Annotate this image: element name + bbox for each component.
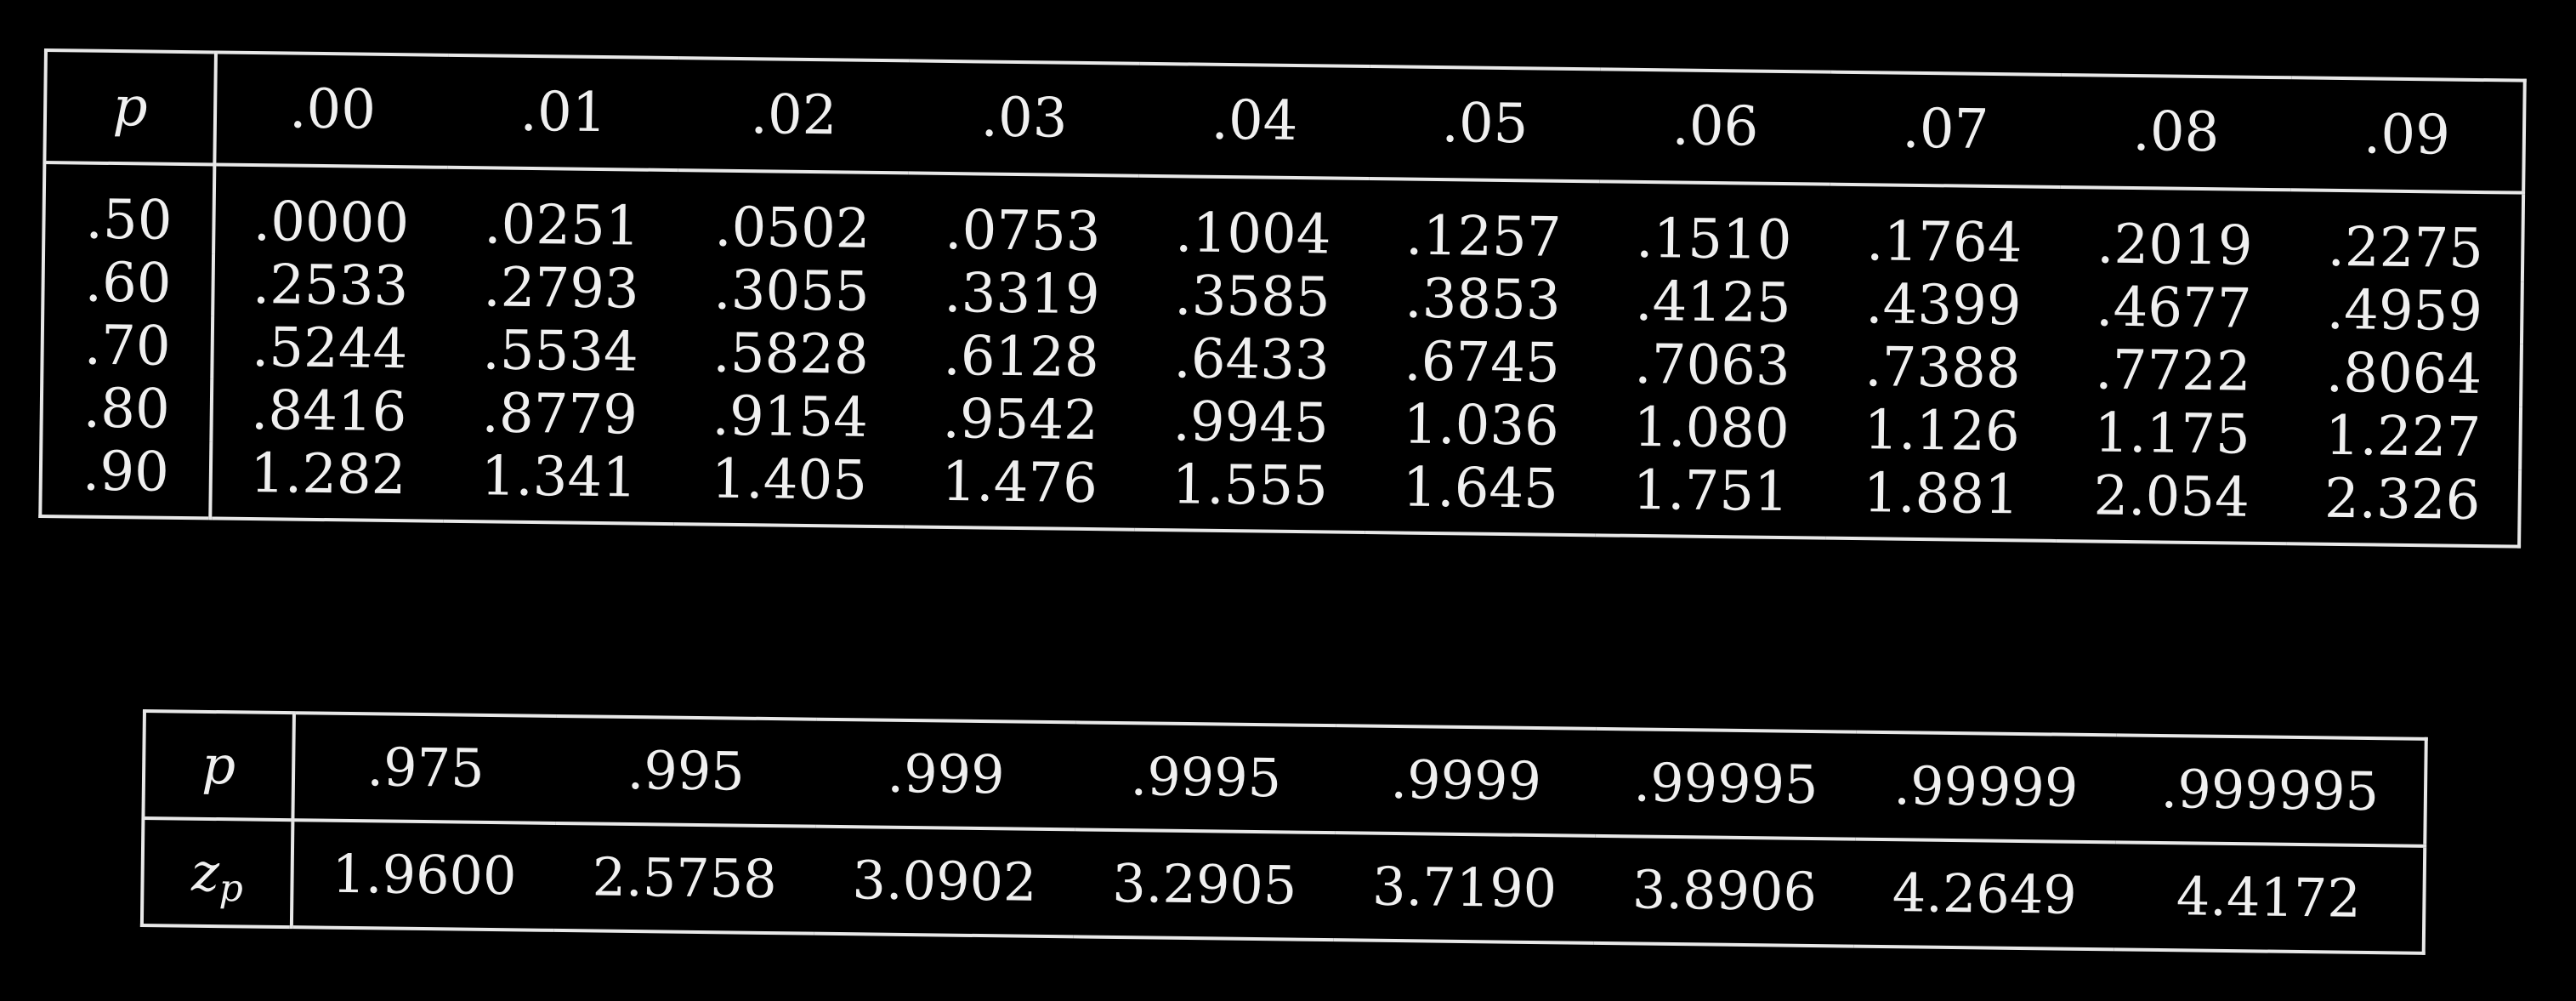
z-value-cell: 3.0902	[852, 849, 1037, 913]
table-cell: .4399	[1864, 273, 2022, 338]
table-cell: .6128	[943, 325, 1100, 390]
table-cell: .1257	[1404, 204, 1562, 270]
table-cell: .7722	[2094, 338, 2252, 404]
z-value-cell: 3.8906	[1631, 858, 1818, 924]
table-cell: .2793	[482, 256, 640, 321]
table-cell: .3319	[943, 262, 1101, 327]
table-cell: .3055	[712, 259, 871, 325]
table-cell: .0502	[713, 196, 871, 262]
table-cell: .8779	[481, 382, 638, 447]
table-cell: .7388	[1864, 336, 2022, 401]
table-cell: 2.326	[2324, 467, 2481, 532]
row-label: .80	[41, 377, 213, 442]
column-header: .00	[214, 52, 449, 168]
z-value-cell: 3.7190	[1371, 855, 1558, 920]
table-cell: 1.341	[480, 445, 638, 510]
table-cell: 1.405	[711, 447, 868, 513]
p-value-cell: .995	[555, 715, 817, 827]
table-cell: .0251	[483, 193, 641, 259]
table-cell: 1.645	[1402, 456, 1559, 521]
table-cell: 1.555	[1172, 453, 1329, 519]
column-header: .04	[1138, 63, 1370, 179]
row-label: .60	[43, 251, 214, 316]
table-cell: .9542	[942, 387, 1099, 453]
column-header: .08	[2060, 74, 2292, 191]
p-value-cell: .9995	[1075, 722, 1337, 833]
z-value-cell: 2.5758	[592, 845, 778, 911]
table-cell: .6745	[1404, 330, 1561, 395]
z-label-main: z	[190, 840, 220, 904]
table-cell: 1.282	[249, 441, 406, 508]
z-value-cell: 1.9600	[332, 842, 517, 907]
p-value-cell: .9999	[1335, 725, 1597, 836]
table-cell: .1764	[1865, 210, 2023, 276]
table-cell: 1.080	[1633, 395, 1790, 462]
p-value-cell: .999	[814, 719, 1077, 830]
table-cell: .4125	[1634, 270, 1791, 336]
column-header: .02	[678, 58, 910, 173]
table-cell: .3853	[1404, 267, 1562, 333]
table-cell: .8064	[2325, 341, 2482, 407]
table-cell: .1510	[1635, 208, 1792, 273]
table-cell: 2.054	[2093, 464, 2250, 530]
table-cell: .3585	[1173, 264, 1331, 330]
tail-quantile-table: p .975 .995 .999 .9995 .9999 .99995 .999…	[139, 709, 2428, 955]
table-cell: 1.476	[941, 450, 1098, 516]
table-cell: .5828	[712, 321, 870, 388]
table-cell: 1.881	[1863, 462, 2020, 527]
column-header: .06	[1599, 69, 1831, 185]
column-header: .07	[1830, 71, 2062, 187]
corner-label: p	[44, 50, 216, 165]
z-label-subscript: p	[218, 867, 244, 911]
table-cell: 1.175	[2094, 401, 2251, 467]
z-row-label: zp	[141, 818, 293, 928]
table-cell: .9945	[1172, 390, 1330, 456]
table-cell: .0753	[944, 199, 1101, 264]
table-cell: .6433	[1173, 327, 1331, 393]
table-cell: .0000	[252, 191, 410, 256]
table-cell: 1.751	[1632, 458, 1790, 524]
table-cell: .2533	[252, 253, 409, 319]
p-value-cell: .99999	[1855, 731, 2117, 843]
table-cell: .7063	[1633, 333, 1791, 399]
table-cell: 1.126	[1864, 399, 2021, 464]
table-cell: .5244	[251, 316, 408, 382]
quantile-table: p .00 .01 .02 .03 .04 .05 .06 .07 .08 .0…	[38, 48, 2527, 549]
table-cell: .1004	[1174, 202, 1331, 267]
z-value-cell: 4.2649	[1892, 862, 2078, 926]
table-cell: .5534	[482, 319, 639, 384]
table-cell: .8416	[250, 378, 407, 445]
column-header: .01	[447, 54, 679, 171]
column-header: .09	[2290, 77, 2525, 193]
column-header: .05	[1369, 66, 1601, 182]
row-label: .90	[40, 439, 212, 519]
table-cell: .2019	[2096, 213, 2253, 278]
table-cell: .4677	[2095, 276, 2252, 342]
table-cell: .4959	[2326, 279, 2483, 344]
p-value-cell: .99995	[1595, 728, 1857, 839]
table-cell: .2275	[2327, 216, 2484, 282]
row-label: .50	[43, 162, 215, 253]
p-value-cell: .975	[292, 713, 557, 823]
table-cell: 1.227	[2324, 404, 2482, 469]
row-label: .70	[42, 314, 213, 379]
p-value-cell: .999995	[2114, 735, 2426, 846]
z-value-cell: 3.2905	[1111, 851, 1297, 917]
p-row-label: p	[143, 711, 294, 821]
table-cell: .9154	[712, 384, 869, 450]
table-cell: 1.036	[1403, 393, 1560, 458]
z-value-cell: 4.4172	[2176, 865, 2362, 930]
column-header: .03	[908, 60, 1140, 176]
